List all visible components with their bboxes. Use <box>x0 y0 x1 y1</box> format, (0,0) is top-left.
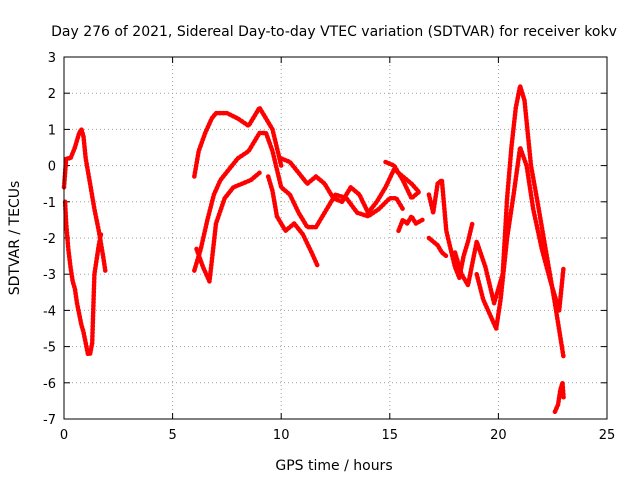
y-tick-label: 1 <box>48 123 56 138</box>
y-tick-label: -7 <box>43 413 56 428</box>
x-axis-label: GPS time / hours <box>275 458 392 474</box>
x-tick-label: 5 <box>168 428 176 443</box>
y-tick-label: -6 <box>43 377 56 392</box>
series-pass-10 <box>429 180 472 278</box>
series-pass-14 <box>555 383 564 412</box>
chart-title: Day 276 of 2021, Sidereal Day-to-day VTE… <box>51 24 617 40</box>
y-tick-label: -4 <box>43 304 56 319</box>
y-axis-label: SDTVAR / TECUs <box>7 181 23 296</box>
y-tick-label: -1 <box>43 196 56 211</box>
y-tick-label: -2 <box>43 232 56 247</box>
series-pass-7 <box>268 177 318 268</box>
y-tick-label: 3 <box>48 51 56 66</box>
y-tick-label: -5 <box>43 341 56 356</box>
x-tick-label: 0 <box>60 428 68 443</box>
x-tick-label: 25 <box>599 428 616 443</box>
x-tick-label: 10 <box>273 428 290 443</box>
series-pass-9 <box>399 216 423 231</box>
x-tick-label: 20 <box>490 428 507 443</box>
series-pass-11 <box>429 238 446 256</box>
y-tick-label: 0 <box>48 160 56 175</box>
chart: Day 276 of 2021, Sidereal Day-to-day VTE… <box>0 0 640 480</box>
y-tick-label: -3 <box>43 268 56 283</box>
series-group <box>64 86 564 412</box>
x-tick-label: 15 <box>382 428 399 443</box>
y-tick-label: 2 <box>48 87 56 102</box>
